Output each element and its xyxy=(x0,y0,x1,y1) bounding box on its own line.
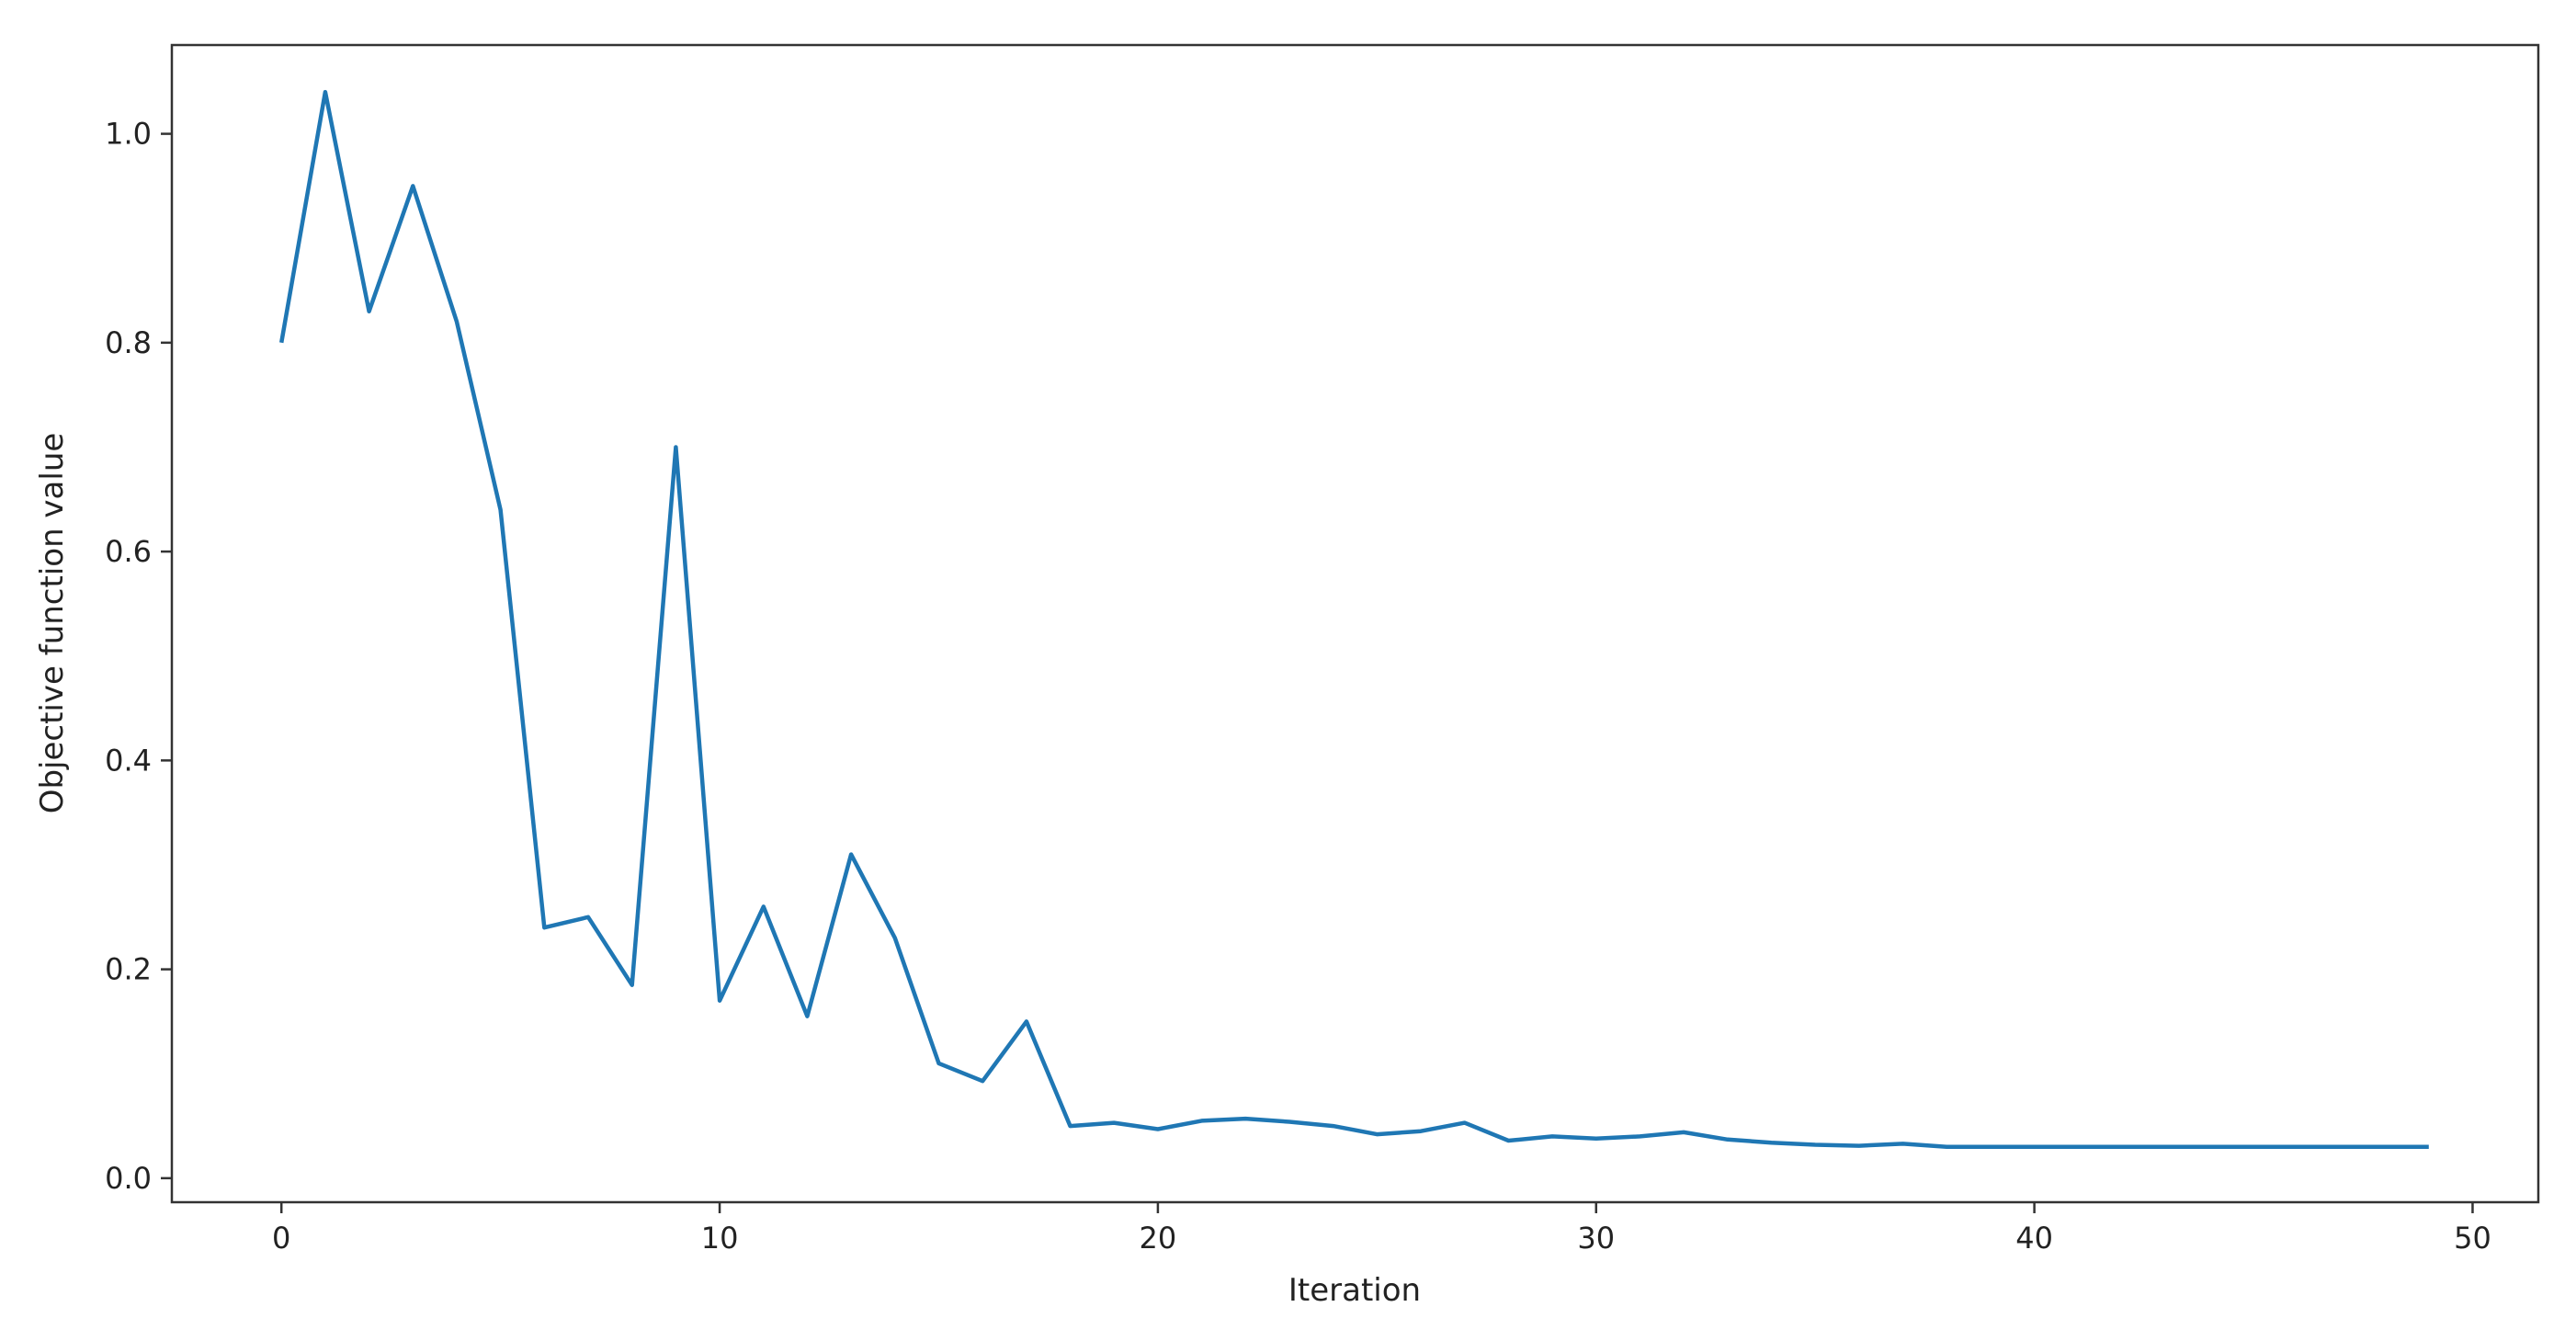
y-tick-label: 0.2 xyxy=(105,952,152,987)
x-tick-label: 50 xyxy=(2454,1221,2491,1256)
y-tick-label: 0.0 xyxy=(105,1161,152,1196)
y-tick-label: 0.6 xyxy=(105,534,152,569)
y-tick-label: 0.4 xyxy=(105,743,152,778)
y-tick-label: 1.0 xyxy=(105,117,152,152)
x-axis-label: Iteration xyxy=(1288,1272,1421,1309)
x-tick-label: 40 xyxy=(2015,1221,2053,1256)
x-tick-label: 0 xyxy=(272,1221,290,1256)
plot-area xyxy=(170,43,2540,1204)
x-tick-label: 20 xyxy=(1140,1221,1177,1256)
x-tick-label: 30 xyxy=(1577,1221,1615,1256)
y-axis-label: Objective function value xyxy=(34,433,71,814)
x-tick-label: 10 xyxy=(701,1221,739,1256)
series-line xyxy=(278,89,2429,1150)
y-tick-label: 0.8 xyxy=(105,325,152,360)
